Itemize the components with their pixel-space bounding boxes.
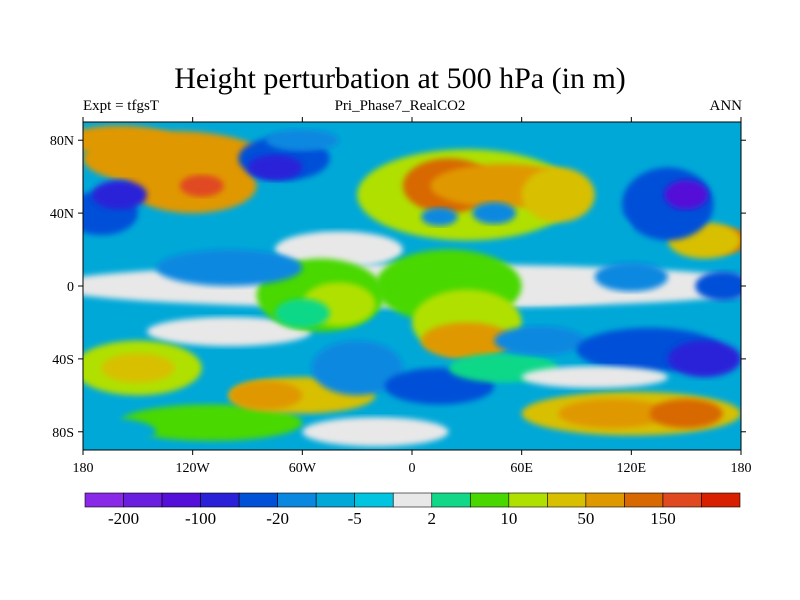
plot-title: Height perturbation at 500 hPa (in m) [174,62,626,95]
contour-region [649,398,723,429]
colorbar-swatch [624,492,664,508]
x-tick-label: 180 [73,461,94,476]
contour-region [247,154,303,181]
contour-region [521,167,595,223]
colorbar-swatch [701,492,741,508]
colorbar-swatch [431,492,471,508]
contour-region [119,404,303,441]
colorbar-swatch [277,492,317,508]
colorbar-swatch [547,492,587,508]
x-tick-label: 120E [617,461,647,476]
colorbar-swatch [161,492,201,508]
season-label: ANN [709,98,743,114]
contour-region [101,353,175,383]
x-tick-label: 0 [409,461,416,476]
contour-region [302,417,449,447]
contour-region [594,216,632,246]
x-tick-label: 180 [731,461,752,476]
contour-region [274,231,403,268]
y-tick-label: 40S [52,353,74,368]
colorbar-label: -5 [348,509,362,528]
colorbar-label: -200 [108,509,139,528]
contour-region [83,125,175,155]
contour-region [274,298,330,328]
y-tick-label: 40N [50,207,74,222]
contour-region [83,417,157,447]
y-tick-label: 0 [67,280,74,295]
contour-region [472,202,517,225]
colorbar-label: -20 [266,509,289,528]
x-tick-label: 60W [289,461,317,476]
contour-region [594,262,668,292]
contour-region [179,174,224,197]
colorbar-swatch [508,492,548,508]
colorbar-label: 50 [577,509,594,528]
colorbar-label: 2 [428,509,437,528]
x-tick-label: 60E [510,461,533,476]
colorbar-swatch [354,492,394,508]
contour-region [421,322,513,359]
colorbar-label: -100 [185,509,216,528]
run-label: Pri_Phase7_RealCO2 [334,98,466,114]
colorbar-swatch [238,492,278,508]
colorbar-swatch [469,492,510,508]
colorbar-swatch [84,492,124,508]
colorbar-swatch [392,492,433,508]
contour-region [156,249,303,286]
contour-region [421,207,458,226]
contour-region [311,340,403,396]
contour-field [83,122,741,450]
experiment-label: Expt = tfgsT [83,98,159,114]
contour-region [265,129,339,152]
contour-region [667,340,741,378]
colorbar-swatch [585,492,625,508]
colorbar-label: 10 [500,509,517,528]
contour-region [695,271,741,301]
contour-region [494,326,586,356]
y-tick-label: 80S [52,426,74,441]
x-tick-label: 120W [176,461,211,476]
colorbar-swatch [662,492,702,508]
contour-region [146,316,312,347]
colorbar-swatch [123,492,163,508]
contour-region [521,366,668,389]
contour-region [229,380,303,410]
colorbar-label: 150 [650,509,676,528]
contour-region [558,398,668,429]
colorbar-swatch [315,492,356,508]
contour-region [664,180,709,210]
contour-region [92,180,147,210]
y-tick-label: 80N [50,134,74,149]
colorbar-swatch [200,492,240,508]
